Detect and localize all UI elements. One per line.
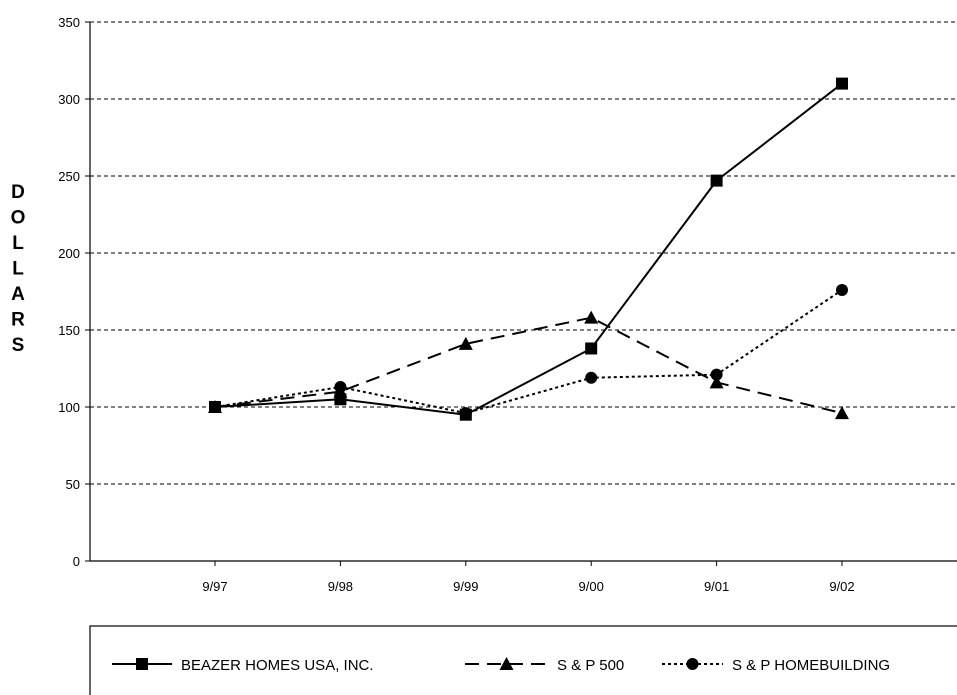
legend-label: S & P HOMEBUILDING [732,657,890,674]
axes [85,21,957,566]
x-tick-label: 9/02 [829,579,854,594]
y-tick-labels: 0 50 100 150 200 250 300 350 [58,15,80,569]
legend-swatch-marker [136,658,148,670]
y-tick-label: 150 [58,323,80,338]
y-tick-label: 350 [58,15,80,30]
legend-item-1: S & P 500 [465,657,624,674]
y-tick-label: 200 [58,246,80,261]
y-tick-label: 250 [58,169,80,184]
legend-swatch-marker [499,657,514,670]
x-tick-labels: 9/97 9/98 9/99 9/00 9/01 9/02 [202,579,854,594]
legend: BEAZER HOMES USA, INC. S & P 500 S & P HOM… [89,625,957,695]
x-tick-label: 9/01 [704,579,729,594]
series-2 [209,283,848,420]
legend-swatch-marker [686,658,699,670]
legend-box [89,625,957,695]
gridlines [90,21,957,485]
series-line [214,289,843,415]
y-tick-label: 100 [58,400,80,415]
series [208,77,849,421]
legend-item-2: S & P HOMEBUILDING [662,657,890,674]
data-point [459,407,472,420]
series-line [214,316,843,415]
legend-item-0: BEAZER HOMES USA, INC. [112,657,374,674]
legend-label: BEAZER HOMES USA, INC. [181,657,374,674]
data-point [835,406,849,420]
data-point [458,336,473,350]
x-tick-label: 9/98 [328,579,353,594]
series-line [214,82,843,416]
series-0 [209,77,848,421]
series-1 [208,310,849,420]
y-tick-label: 50 [66,477,80,492]
data-point [334,380,347,393]
data-point [710,368,723,381]
data-point [836,283,848,296]
data-point [709,375,724,389]
data-point [710,174,723,187]
x-tick-label: 9/00 [579,579,604,594]
x-tick-label: 9/99 [453,579,478,594]
data-point [209,401,221,413]
legend-label: S & P 500 [557,657,624,674]
data-point [585,342,598,355]
y-tick-label: 0 [73,554,80,569]
x-tick-label: 9/97 [202,579,227,594]
data-point [836,77,848,90]
data-point [585,371,598,384]
y-tick-label: 300 [58,92,80,107]
data-point [584,310,599,324]
